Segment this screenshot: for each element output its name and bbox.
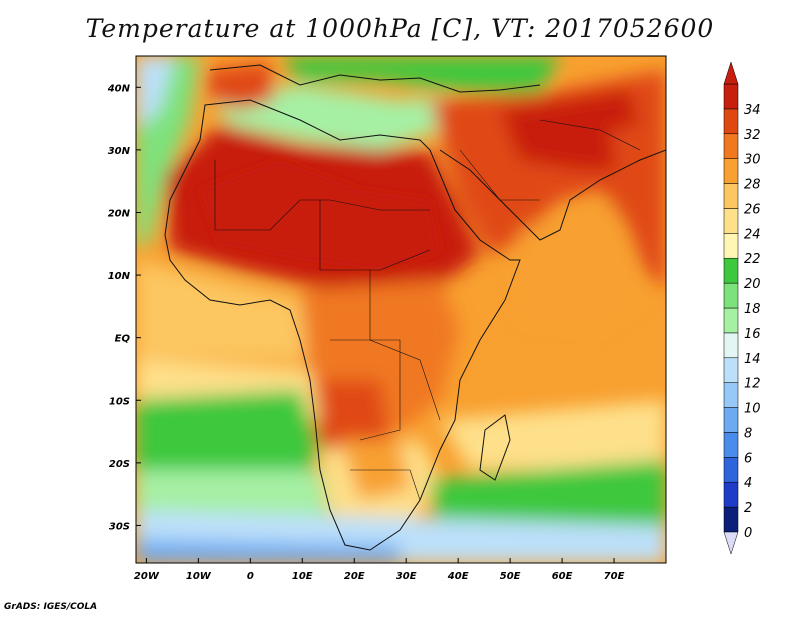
colorbar-swatch [723,307,739,334]
lat-tick-label: 40N [107,83,131,94]
colorbar-swatch [723,506,739,533]
north-atlantic-cool [136,56,175,130]
india-region [610,120,666,290]
colorbar-swatch [723,133,739,159]
lon-tick-label: 20E [344,571,365,582]
colorbar-swatch [723,257,739,284]
colorbar-swatch [723,83,739,110]
colorbar-level-label: 20 [744,277,761,292]
colorbar-level-label: 0 [744,526,752,541]
lat-tick-label: 20S [109,459,130,470]
colorbar-level-label: 30 [744,153,761,168]
lat-tick-label: 30N [108,146,131,157]
iberia-region [205,62,275,110]
colorbar-swatch [723,233,739,259]
lat-tick-label: 10N [108,271,131,282]
colorbar-swatch [723,282,739,309]
colorbar-swatch [723,183,739,209]
borders [214,119,641,501]
lon-tick-label: 30E [396,571,417,582]
lat-tick-label: 30S [109,521,130,532]
lon-tick-label: 70E [604,571,625,582]
colorbar-level-label: 22 [744,252,761,267]
madagascar-coast [479,414,511,481]
europe-region [280,56,560,95]
south-indian-ocean-region [440,400,666,470]
lon-tick-label: 60E [552,571,573,582]
colorbar-level-label: 28 [744,178,761,193]
arabia-coast [439,149,666,241]
axis-ticks: 20W 10W 0 10E 20E 30E 40E 50E 60E 70E 40N 30N 20N 10N… [107,83,625,582]
colorbar-swatch [723,357,739,383]
colorbar-level-label: 18 [744,302,761,317]
colorbar-level-label: 6 [744,451,752,466]
colorbar-swatch [723,108,739,135]
colorbar-swatch [723,432,739,458]
lon-tick-label: 40E [447,571,469,582]
lon-tick-label: 10E [292,571,313,582]
arabian-sea-region [520,200,640,330]
lon-tick-label: 50E [500,571,521,582]
colorbar-level-label: 12 [744,377,761,392]
colorbar-swatch [723,382,739,408]
colorbar-level-label: 24 [744,227,761,242]
south-atlantic-green [136,390,320,480]
lat-tick-label: 20N [108,208,131,219]
colorbar-swatch [723,457,739,483]
colorbar-swatch [723,158,739,184]
lat-tick-label: 10S [109,396,130,407]
gulf-guinea-region [136,260,330,360]
lat-tick-label: EQ [115,334,131,345]
colorbar-swatch [723,208,739,234]
colorbar-level-label: 14 [744,352,761,367]
colorbar-level-label: 32 [744,128,761,143]
colorbar-under-arrow [723,531,739,555]
lon-tick-label: 10W [186,571,212,582]
grads-credit: GrADS: IGES/COLA [4,602,98,612]
map-frame [135,55,667,564]
colorbar-level-label: 2 [744,501,752,516]
colorbar-level-label: 10 [744,402,761,417]
colorbar-level-label: 16 [744,327,761,342]
southern-ocean-cold [136,540,400,563]
europe-coast [209,64,541,93]
iran-core [500,90,650,170]
colorbar-swatch [723,407,739,433]
map-title: Temperature at 1000hPa [C], VT: 20170526… [85,14,715,43]
colorbar-level-label: 4 [744,476,752,491]
south-atlantic-light [136,470,330,520]
colorbar-level-label: 8 [744,426,752,441]
colorbar-level-label: 34 [744,103,761,118]
africa-coast [164,99,521,551]
coastlines [164,64,666,551]
colorbar-level-label: 26 [744,202,761,217]
temperature-field [136,56,666,563]
colorbar-swatch [723,481,739,508]
colorbar-over-arrow [723,61,739,85]
colorbar-swatch [723,332,739,359]
lon-tick-label: 20W [134,571,160,582]
lon-tick-label: 0 [247,571,254,582]
